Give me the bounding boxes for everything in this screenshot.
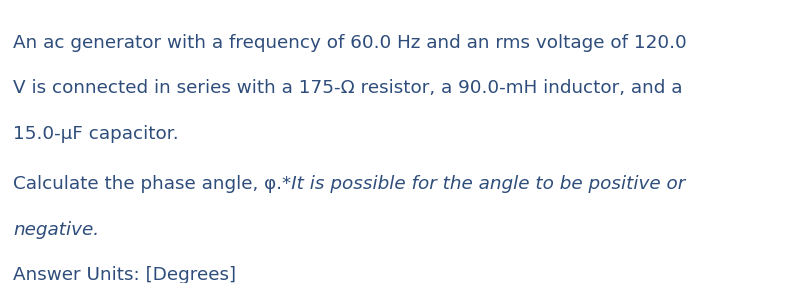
Text: 15.0-μF capacitor.: 15.0-μF capacitor.	[13, 125, 179, 143]
Text: *It is possible for the angle to be positive or: *It is possible for the angle to be posi…	[282, 175, 685, 194]
Text: Answer Units: [Degrees]: Answer Units: [Degrees]	[13, 266, 236, 283]
Text: An ac generator with a frequency of 60.0 Hz and an rms voltage of 120.0: An ac generator with a frequency of 60.0…	[13, 34, 687, 52]
Text: V is connected in series with a 175-Ω resistor, a 90.0-mH inductor, and a: V is connected in series with a 175-Ω re…	[13, 79, 683, 97]
Text: negative.: negative.	[13, 221, 99, 239]
Text: Calculate the phase angle, φ.: Calculate the phase angle, φ.	[13, 175, 282, 194]
